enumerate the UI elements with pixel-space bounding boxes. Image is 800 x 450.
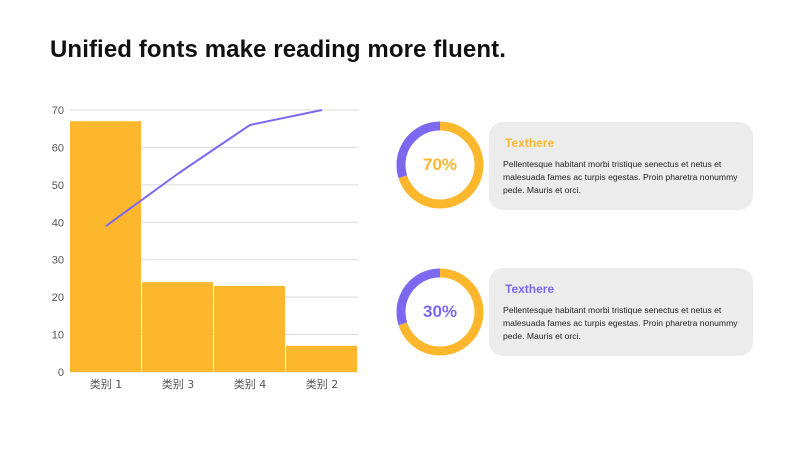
donut-ring-2: [396, 268, 484, 356]
donut-percent-label-2: 30%: [422, 302, 458, 321]
line-series: [105, 109, 323, 227]
x-category-label: 类别 4: [234, 377, 267, 391]
y-tick-label: 0: [58, 367, 64, 379]
info-card-title-2: Texthere: [505, 282, 555, 296]
bar: [214, 285, 285, 372]
y-tick-label: 70: [52, 105, 64, 117]
bar: [286, 345, 357, 372]
donut-chart-2: 30%: [396, 268, 484, 356]
donut-chart-1: 70%: [396, 121, 484, 209]
x-category-label: 类别 1: [90, 377, 123, 391]
info-card-body-1: Pellentesque habitant morbi tristique se…: [503, 159, 738, 195]
bar: [70, 121, 141, 372]
x-category-label: 类别 3: [162, 377, 195, 391]
y-tick-label: 30: [52, 255, 64, 267]
y-tick-label: 20: [52, 292, 64, 304]
bar: [142, 282, 213, 372]
info-card-2: Texthere Pellentesque habitant morbi tri…: [489, 268, 753, 356]
page-title: Unified fonts make reading more fluent.: [50, 36, 506, 63]
donut-segment-secondary: [396, 268, 484, 356]
y-tick-label: 60: [52, 142, 64, 154]
y-tick-label: 40: [52, 217, 64, 229]
info-card-body-2: Pellentesque habitant morbi tristique se…: [503, 305, 738, 341]
y-tick-label: 50: [52, 180, 64, 192]
donut-ring-1: [396, 121, 484, 209]
donut-percent-label-1: 70%: [422, 155, 458, 174]
x-category-label: 类别 2: [306, 377, 339, 391]
info-card-1: Texthere Pellentesque habitant morbi tri…: [489, 122, 753, 210]
info-card-title-1: Texthere: [505, 136, 555, 150]
y-tick-label: 10: [52, 330, 64, 342]
donut-segment-secondary: [396, 121, 484, 209]
